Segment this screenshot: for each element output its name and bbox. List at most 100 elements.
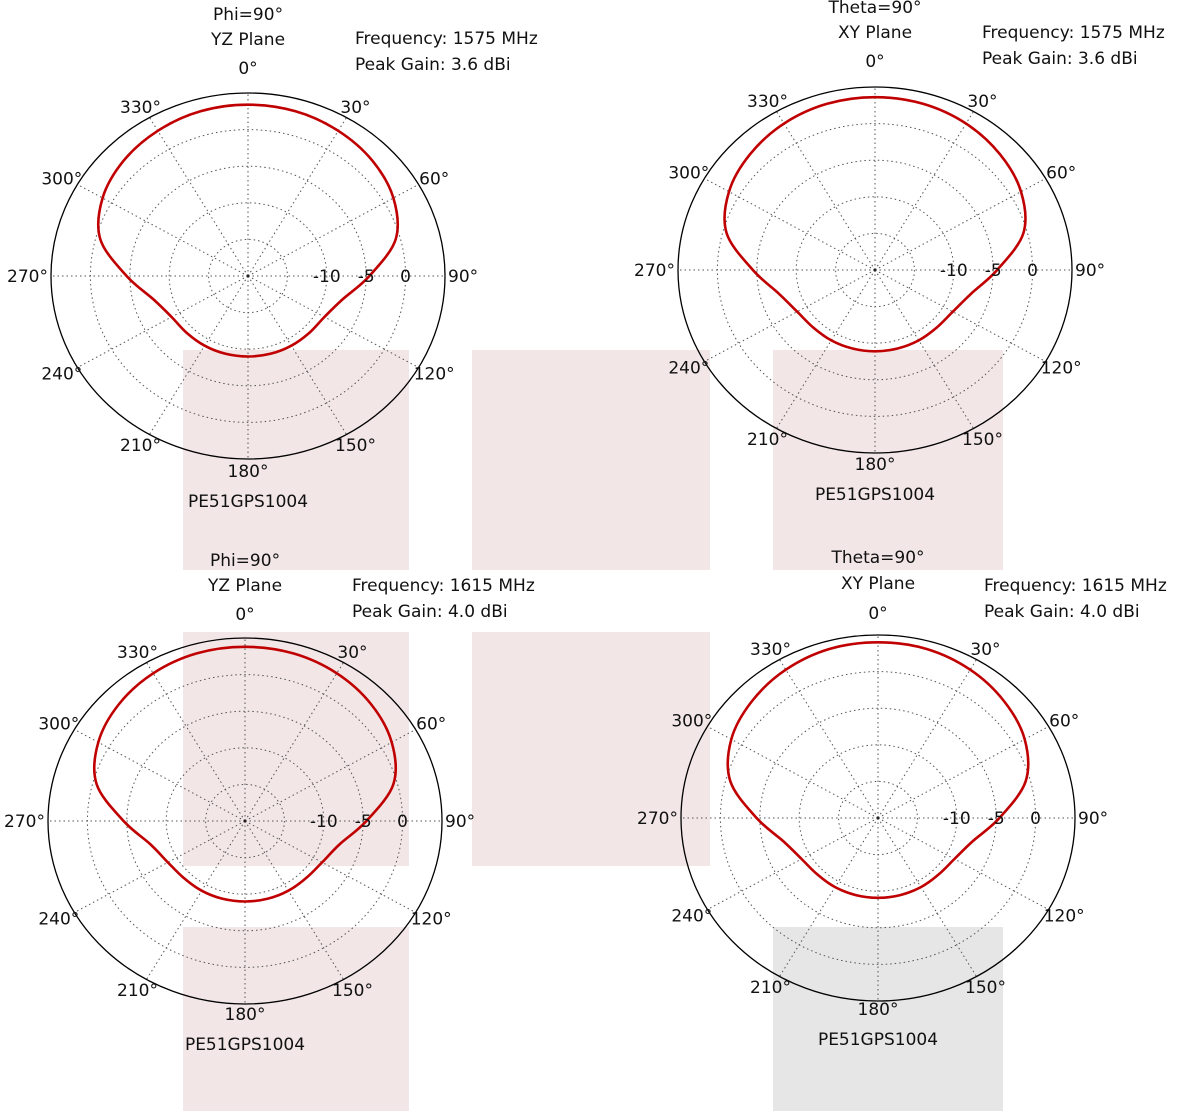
angle-tick-label: 300° — [668, 164, 709, 184]
grid-ring — [165, 747, 325, 895]
radial-tick-label: -10 — [313, 267, 341, 287]
angle-tick-label: 90° — [1078, 809, 1108, 829]
model-label: PE51GPS1004 — [185, 1035, 305, 1055]
model-label: PE51GPS1004 — [818, 1030, 938, 1050]
grid-spoke — [779, 659, 879, 819]
pattern-trace — [96, 103, 400, 358]
angle-tick-label: 180° — [228, 462, 269, 482]
angle-tick-label: 150° — [965, 978, 1006, 998]
angle-tick-label: 240° — [38, 910, 79, 930]
angle-tick-label: 30° — [967, 92, 997, 112]
grid-spoke — [704, 269, 876, 362]
chart-subtitle: YZ Plane — [210, 30, 285, 50]
frequency-label: Frequency: 1575 MHz — [355, 29, 538, 49]
angle-tick-label: 330° — [120, 98, 161, 118]
radial-tick-label: -5 — [985, 261, 1002, 281]
angle-tick-label: 210° — [747, 430, 788, 450]
peak-gain-label: Peak Gain: 3.6 dBi — [982, 49, 1138, 69]
angle-tick-label: 90° — [1075, 261, 1105, 281]
grid-spoke — [874, 178, 1046, 271]
grid-spoke — [874, 269, 1046, 362]
frequency-label: Frequency: 1615 MHz — [984, 576, 1167, 596]
angle-tick-label: 0° — [238, 59, 257, 79]
angle-tick-label: 330° — [117, 643, 158, 663]
polar-chart-4: -10 -5 0 0° 30° 60° 90° 120° 150° 180° 210° 240° 270… — [637, 548, 1167, 1050]
panel-shade — [183, 927, 409, 1111]
grid-spoke — [707, 817, 879, 910]
grid-spoke — [77, 275, 249, 368]
angle-tick-label: 30° — [340, 98, 370, 118]
radial-tick-label: -5 — [355, 812, 372, 832]
grid-spoke — [707, 726, 879, 819]
angle-tick-label: 30° — [970, 640, 1000, 660]
radial-tick-label: -10 — [940, 261, 968, 281]
angle-tick-label: 180° — [225, 1005, 266, 1025]
grid-ring — [798, 744, 958, 892]
radial-tick-label: 0 — [400, 267, 411, 287]
grid-spoke — [704, 178, 876, 271]
angle-tick-label: 150° — [962, 430, 1003, 450]
pattern-trace — [723, 95, 1027, 353]
grid-spoke — [247, 184, 419, 277]
panel-shade — [183, 350, 409, 570]
grid-ring — [795, 196, 955, 344]
polar-center — [873, 268, 877, 272]
radial-tick-label: 0 — [1027, 261, 1038, 281]
radial-tick-label: -5 — [988, 809, 1005, 829]
peak-gain-label: Peak Gain: 4.0 dBi — [352, 602, 508, 622]
angle-tick-label: 270° — [634, 261, 675, 281]
angle-tick-label: 210° — [117, 981, 158, 1001]
angle-tick-label: 180° — [855, 455, 896, 475]
angle-tick-label: 0° — [865, 52, 884, 72]
angle-tick-label: 150° — [335, 436, 376, 456]
angle-tick-label: 300° — [38, 715, 79, 735]
grid-spoke — [877, 726, 1049, 819]
angle-tick-label: 150° — [332, 981, 373, 1001]
peak-gain-label: Peak Gain: 4.0 dBi — [984, 602, 1140, 622]
polar-center — [246, 274, 250, 278]
angle-tick-label: 180° — [858, 1000, 899, 1020]
polar-chart-3: -10 -5 0 0° 30° 60° 90° 120° 150° 180° 210° 240° 270… — [4, 551, 535, 1055]
grid-spoke — [74, 729, 246, 822]
panel-shade — [773, 350, 1003, 570]
radial-tick-label: -10 — [943, 809, 971, 829]
polar-chart-1: -10 -5 0 0° 30° 60° 90° 120° 150° 180° 210° 240° 270… — [7, 5, 538, 512]
angle-tick-label: 90° — [445, 812, 475, 832]
chart-title: Theta=90° — [827, 0, 921, 18]
angle-tick-label: 210° — [120, 436, 161, 456]
angle-tick-label: 30° — [337, 643, 367, 663]
angle-tick-label: 240° — [671, 907, 712, 927]
polar-chart-2: -10 -5 0 0° 30° 60° 90° 120° 150° 180° 210° 240° 270… — [634, 0, 1165, 505]
grid-spoke — [244, 820, 416, 913]
angle-tick-label: 120° — [1044, 907, 1085, 927]
panel-shade — [773, 927, 1003, 1111]
grid-spoke — [247, 275, 419, 368]
radial-tick-label: -5 — [358, 267, 375, 287]
pattern-trace — [92, 645, 398, 903]
polar-outline — [677, 86, 1073, 454]
chart-subtitle: XY Plane — [838, 23, 912, 43]
pattern-trace — [726, 641, 1030, 900]
polar-outline — [47, 637, 443, 1005]
angle-tick-label: 240° — [41, 365, 82, 385]
angle-tick-label: 300° — [671, 712, 712, 732]
angle-tick-label: 270° — [637, 809, 678, 829]
angle-tick-label: 270° — [4, 812, 45, 832]
grid-spoke — [247, 117, 347, 277]
model-label: PE51GPS1004 — [188, 492, 308, 512]
angle-tick-label: 240° — [668, 359, 709, 379]
grid-spoke — [149, 117, 249, 277]
grid-spoke — [877, 659, 977, 819]
radial-tick-label: 0 — [397, 812, 408, 832]
chart-title: Phi=90° — [210, 551, 280, 571]
angle-tick-label: 330° — [747, 92, 788, 112]
chart-title: Phi=90° — [213, 5, 283, 25]
polar-center — [243, 819, 247, 823]
model-label: PE51GPS1004 — [815, 485, 935, 505]
polar-center — [876, 816, 880, 820]
angle-tick-label: 300° — [41, 170, 82, 190]
radial-tick-label: -10 — [310, 812, 338, 832]
angle-tick-label: 120° — [411, 910, 452, 930]
grid-spoke — [74, 820, 246, 913]
angle-tick-label: 90° — [448, 267, 478, 287]
